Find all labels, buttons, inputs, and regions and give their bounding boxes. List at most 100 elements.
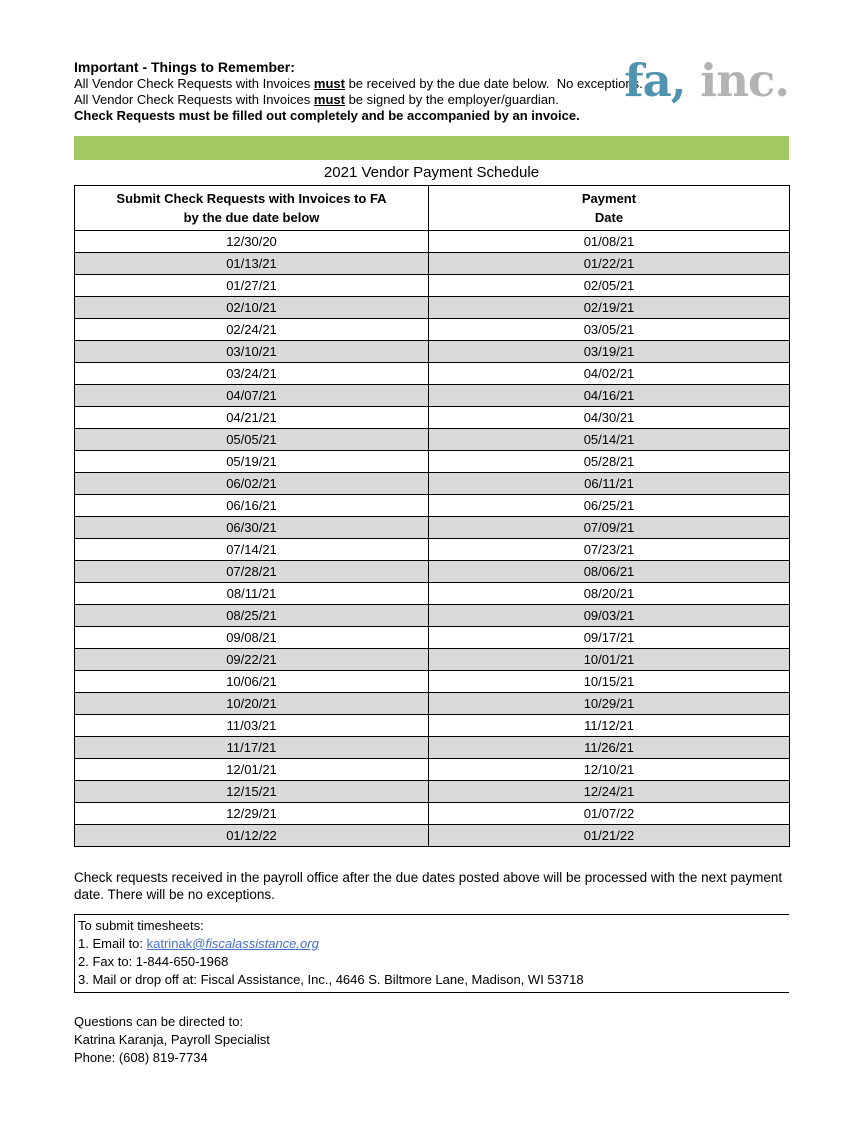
payment-date-cell: 01/07/22 <box>428 802 790 825</box>
payment-date-cell: 07/09/21 <box>428 516 790 539</box>
payment-date-cell: 06/11/21 <box>428 472 790 495</box>
timesheet-email-line: 1. Email to: katrinak@fiscalassistance.o… <box>78 936 319 951</box>
table-row: 03/24/21 04/02/21 <box>74 362 790 385</box>
table-row: 02/24/21 03/05/21 <box>74 318 790 341</box>
submit-date-cell: 03/24/21 <box>74 362 429 385</box>
table-row: 11/17/21 11/26/21 <box>74 736 790 759</box>
table-header-row: Submit Check Requests with Invoices to F… <box>74 185 790 231</box>
table-row: 12/01/21 12/10/21 <box>74 758 790 781</box>
submit-date-cell: 06/02/21 <box>74 472 429 495</box>
table-row: 08/11/21 08/20/21 <box>74 582 790 605</box>
payment-date-cell: 03/19/21 <box>428 340 790 363</box>
table-row: 01/12/22 01/21/22 <box>74 824 790 847</box>
green-divider-bar <box>74 136 789 160</box>
submit-date-cell: 10/20/21 <box>74 692 429 715</box>
table-row: 06/02/21 06/11/21 <box>74 472 790 495</box>
payment-date-cell: 05/14/21 <box>428 428 790 451</box>
table-row: 12/30/20 01/08/21 <box>74 230 790 253</box>
table-row: 03/10/21 03/19/21 <box>74 340 790 363</box>
payment-date-cell: 12/24/21 <box>428 780 790 803</box>
table-row: 06/30/21 07/09/21 <box>74 516 790 539</box>
table-row: 07/14/21 07/23/21 <box>74 538 790 561</box>
submit-date-cell: 02/10/21 <box>74 296 429 319</box>
table-row: 05/19/21 05/28/21 <box>74 450 790 473</box>
submit-date-cell: 12/29/21 <box>74 802 429 825</box>
submit-date-cell: 04/21/21 <box>74 406 429 429</box>
payment-date-cell: 09/03/21 <box>428 604 790 627</box>
submit-date-cell: 03/10/21 <box>74 340 429 363</box>
submit-date-cell: 09/08/21 <box>74 626 429 649</box>
schedule-title: 2021 Vendor Payment Schedule <box>323 164 540 181</box>
table-row: 08/25/21 09/03/21 <box>74 604 790 627</box>
payment-date-cell: 01/21/22 <box>428 824 790 847</box>
payment-date-cell: 07/23/21 <box>428 538 790 561</box>
timesheet-heading: To submit timesheets: <box>78 918 204 933</box>
important-line-2: All Vendor Check Requests with Invoices … <box>74 92 559 107</box>
important-line-1: All Vendor Check Requests with Invoices … <box>74 76 643 91</box>
submit-date-cell: 02/24/21 <box>74 318 429 341</box>
timesheet-fax-line: 2. Fax to: 1-844-650-1968 <box>78 954 229 969</box>
table-row: 11/03/21 11/12/21 <box>74 714 790 737</box>
submit-date-cell: 12/15/21 <box>74 780 429 803</box>
contact-info: Questions can be directed to: Katrina Ka… <box>74 1013 789 1067</box>
payment-date-cell: 10/01/21 <box>428 648 790 671</box>
submit-date-cell: 04/07/21 <box>74 384 429 407</box>
submit-date-cell: 06/30/21 <box>74 516 429 539</box>
submit-date-cell: 07/14/21 <box>74 538 429 561</box>
payment-date-cell: 04/16/21 <box>428 384 790 407</box>
payment-date-cell: 10/15/21 <box>428 670 790 693</box>
submit-date-cell: 01/27/21 <box>74 274 429 297</box>
payment-date-cell: 06/25/21 <box>428 494 790 517</box>
table-row: 12/29/21 01/07/22 <box>74 802 790 825</box>
important-notes: Important - Things to Remember: All Vend… <box>74 58 789 124</box>
payment-date-cell: 09/17/21 <box>428 626 790 649</box>
payment-date-cell: 10/29/21 <box>428 692 790 715</box>
submit-date-cell: 12/01/21 <box>74 758 429 781</box>
table-row: 04/21/21 04/30/21 <box>74 406 790 429</box>
logo-inc-text: inc. <box>685 54 790 107</box>
payment-date-cell: 02/19/21 <box>428 296 790 319</box>
submit-date-cell: 08/25/21 <box>74 604 429 627</box>
logo-fa-text: fa, <box>624 54 686 107</box>
table-row: 10/06/21 10/15/21 <box>74 670 790 693</box>
payment-schedule-table: Submit Check Requests with Invoices to F… <box>74 185 790 847</box>
payment-date-cell: 01/08/21 <box>428 230 790 253</box>
payment-date-cell: 05/28/21 <box>428 450 790 473</box>
table-row: 12/15/21 12/24/21 <box>74 780 790 803</box>
table-row: 10/20/21 10/29/21 <box>74 692 790 715</box>
table-row: 04/07/21 04/16/21 <box>74 384 790 407</box>
submit-date-cell: 05/05/21 <box>74 428 429 451</box>
timesheet-submission-box: To submit timesheets: 1. Email to: katri… <box>74 914 789 993</box>
submit-date-cell: 11/03/21 <box>74 714 429 737</box>
submit-column-header: Submit Check Requests with Invoices to F… <box>74 185 429 231</box>
submit-date-cell: 07/28/21 <box>74 560 429 583</box>
payment-date-cell: 12/10/21 <box>428 758 790 781</box>
submit-date-cell: 12/30/20 <box>74 230 429 253</box>
submit-date-cell: 05/19/21 <box>74 450 429 473</box>
timesheet-mail-line: 3. Mail or drop off at: Fiscal Assistanc… <box>78 972 584 987</box>
table-row: 09/22/21 10/01/21 <box>74 648 790 671</box>
email-link[interactable]: katrinak@fiscalassistance.org <box>146 936 319 951</box>
submit-date-cell: 01/13/21 <box>74 252 429 275</box>
table-row: 06/16/21 06/25/21 <box>74 494 790 517</box>
submit-date-cell: 01/12/22 <box>74 824 429 847</box>
document-page: Important - Things to Remember: All Vend… <box>74 58 790 1067</box>
payment-date-cell: 04/30/21 <box>428 406 790 429</box>
submit-date-cell: 10/06/21 <box>74 670 429 693</box>
submit-date-cell: 11/17/21 <box>74 736 429 759</box>
company-logo: fa, inc. <box>612 58 790 103</box>
table-row: 07/28/21 08/06/21 <box>74 560 790 583</box>
table-row: 02/10/21 02/19/21 <box>74 296 790 319</box>
payment-date-cell: 08/20/21 <box>428 582 790 605</box>
contact-line-1: Questions can be directed to: <box>74 1014 244 1029</box>
payment-column-header: Payment Date <box>428 185 790 231</box>
contact-line-2: Katrina Karanja, Payroll Specialist <box>74 1032 270 1047</box>
payment-date-cell: 08/06/21 <box>428 560 790 583</box>
contact-line-3: Phone: (608) 819-7734 <box>74 1050 208 1065</box>
late-request-note: Check requests received in the payroll o… <box>74 870 783 902</box>
payment-date-cell: 04/02/21 <box>428 362 790 385</box>
table-row: 01/27/21 02/05/21 <box>74 274 790 297</box>
table-row: 09/08/21 09/17/21 <box>74 626 790 649</box>
important-line-3: Check Requests must be filled out comple… <box>74 108 580 123</box>
payment-date-cell: 02/05/21 <box>428 274 790 297</box>
